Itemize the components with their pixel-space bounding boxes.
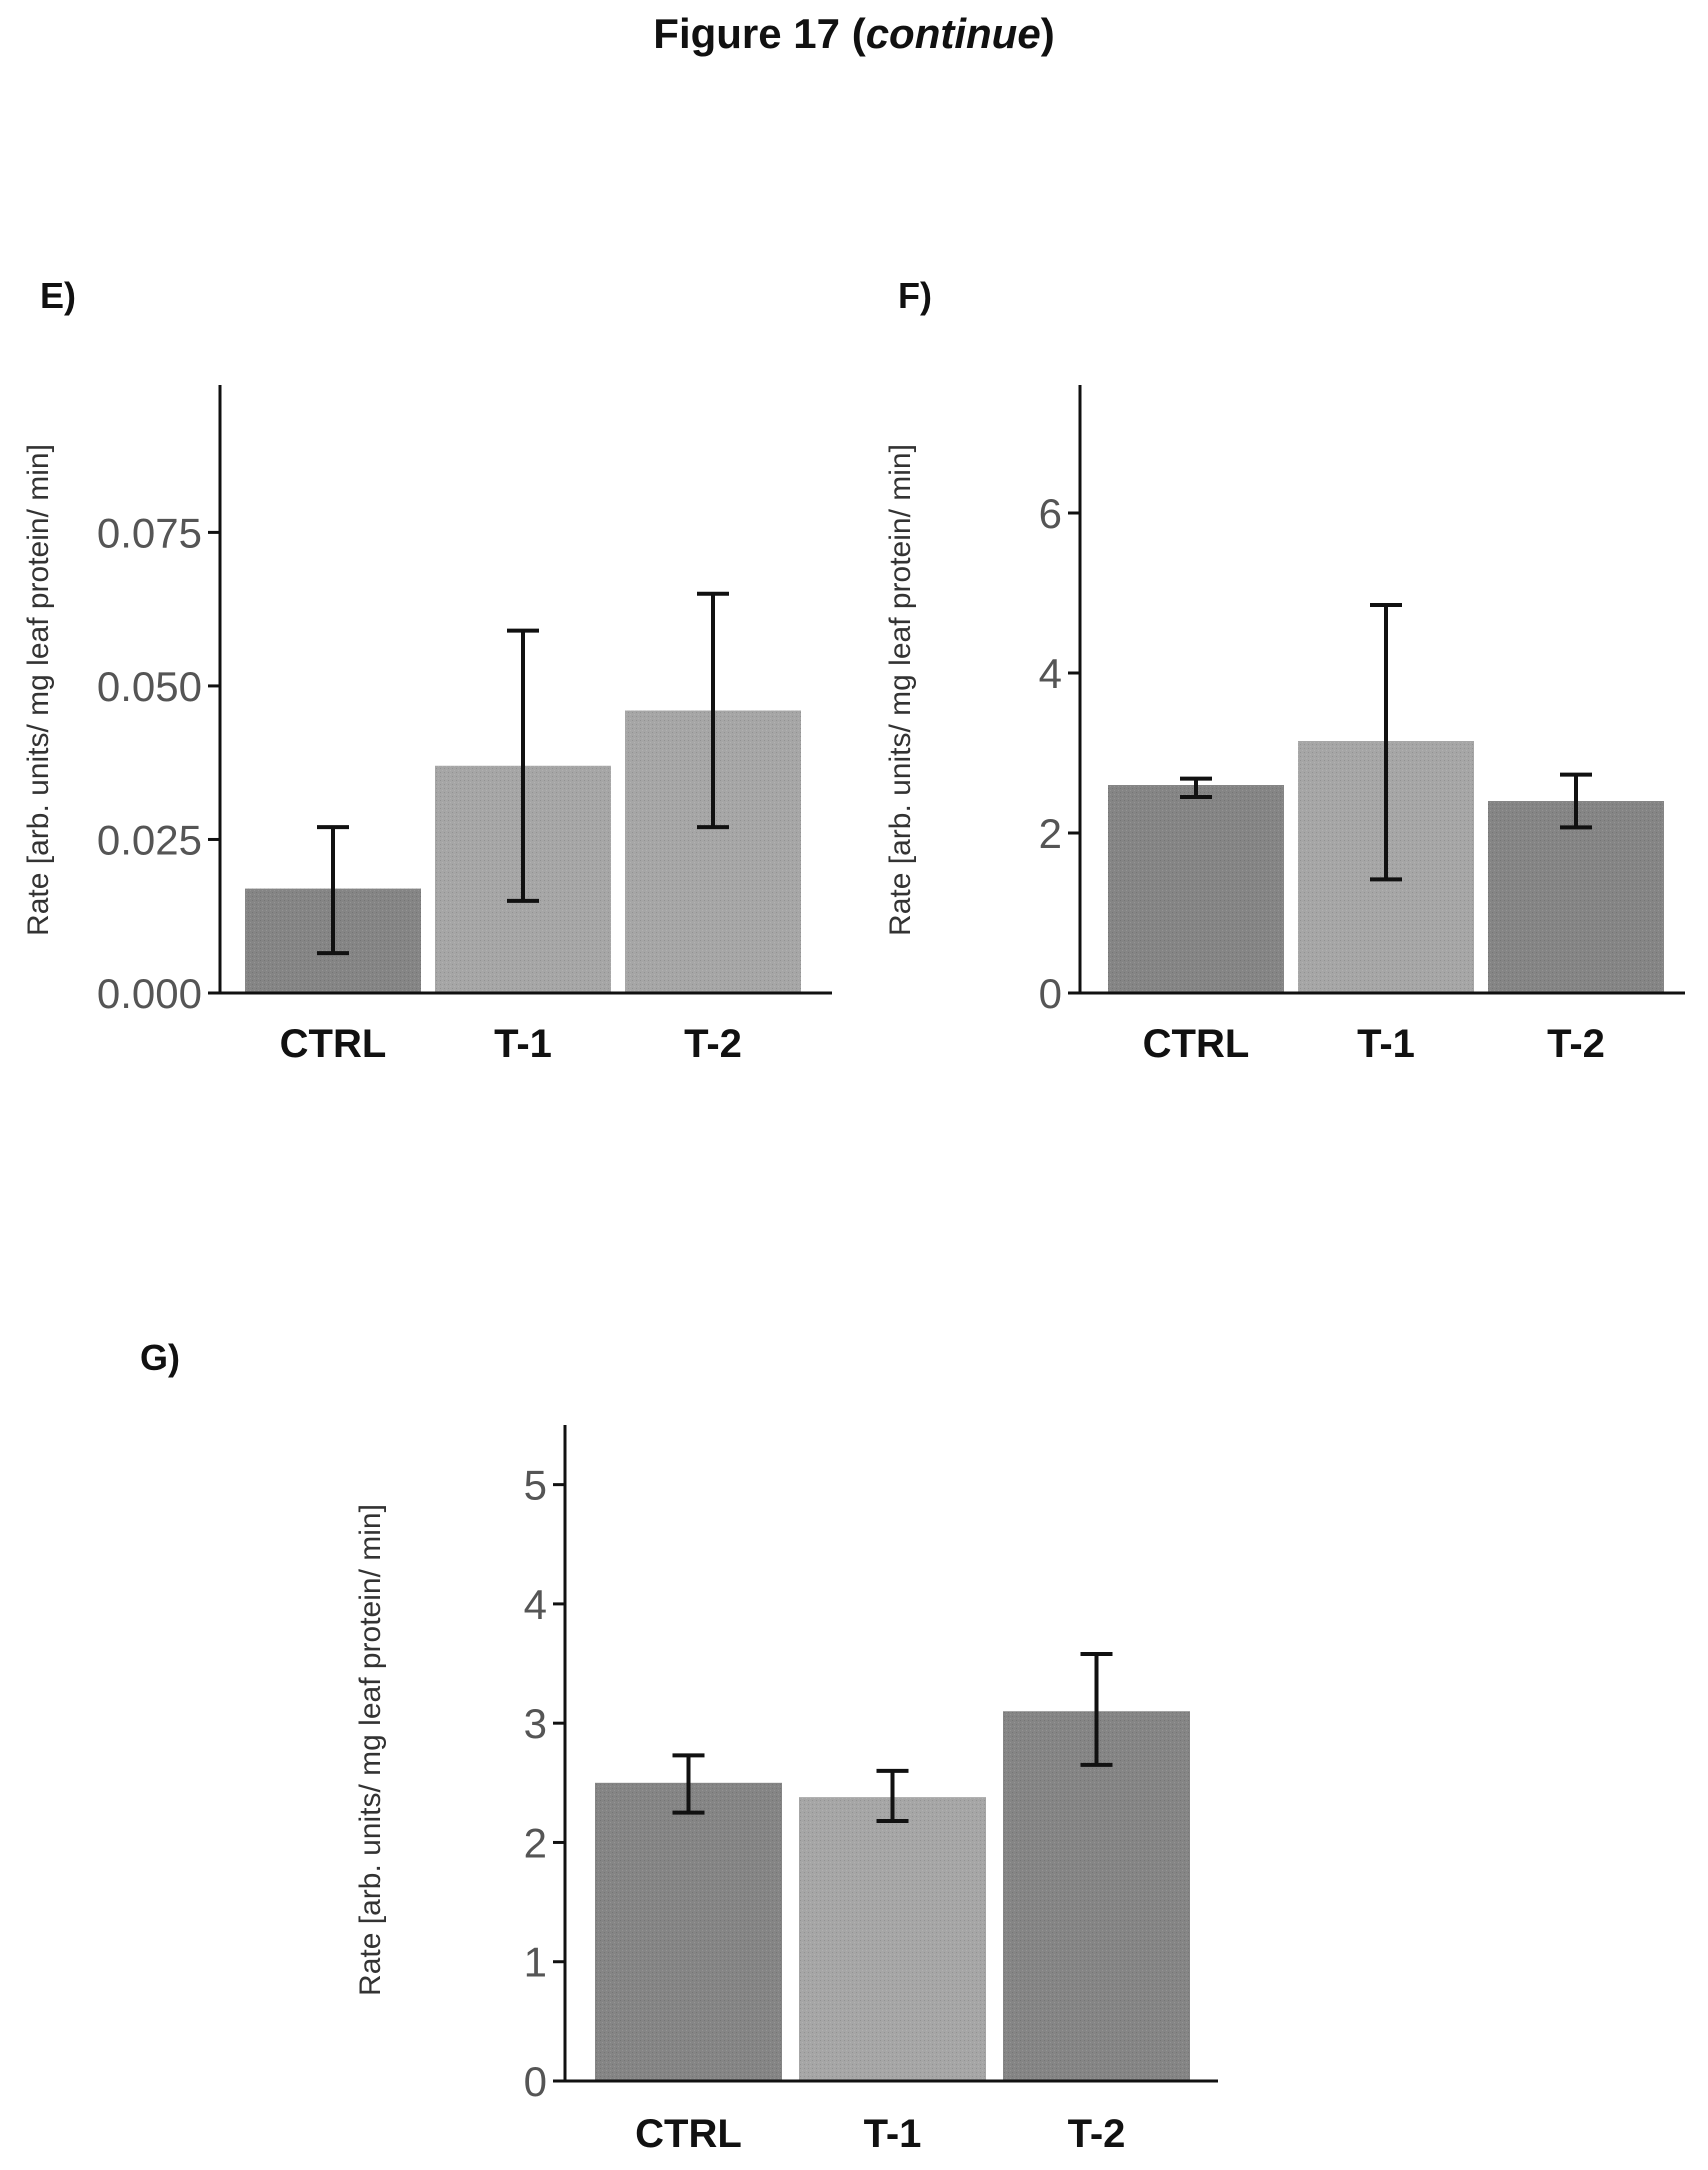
panel-e-ylabel: Rate [arb. units/ mg leaf protein/ min] (22, 444, 55, 936)
panel-g-label: G) (140, 1337, 180, 1378)
panel-f-bar-texture-2 (1488, 801, 1664, 993)
panel-e-ytick-label-1: 0.025 (97, 816, 202, 863)
panel-g-ytick-label-1: 1 (524, 1939, 547, 1986)
panel-g-category-label-0: CTRL (635, 2112, 742, 2156)
panel-g-ylabel: Rate [arb. units/ mg leaf protein/ min] (354, 1504, 387, 1996)
panel-g-ytick-label-5: 5 (524, 1462, 547, 1509)
panel-f-ytick-label-1: 2 (1039, 810, 1062, 857)
panel-f-ytick-label-2: 4 (1039, 650, 1062, 697)
panel-e-category-label-0: CTRL (280, 1022, 387, 1066)
panel-g-ytick-label-3: 3 (524, 1700, 547, 1747)
panel-f-ytick-label-0: 0 (1039, 970, 1062, 1017)
panel-g-bar-texture-1 (799, 1797, 986, 2081)
panel-g-category-label-2: T-2 (1068, 2112, 1126, 2156)
panel-f-category-label-0: CTRL (1143, 1022, 1250, 1066)
panel-f-label: F) (898, 275, 932, 316)
panel-e-category-label-1: T-1 (494, 1022, 552, 1066)
figure-title-main: Figure 17 ( (653, 10, 866, 57)
panel-f-category-label-2: T-2 (1547, 1022, 1605, 1066)
panel-e-category-label-2: T-2 (684, 1022, 742, 1066)
panel-e-ytick-label-2: 0.050 (97, 663, 202, 710)
panel-g-ytick-label-4: 4 (524, 1581, 547, 1628)
panel-e-ytick-label-0: 0.000 (97, 970, 202, 1017)
figure-title-italic: continue (865, 10, 1041, 57)
panel-e-ytick-label-3: 0.075 (97, 509, 202, 556)
panel-g-bar-texture-2 (1003, 1711, 1190, 2081)
panel-f-category-label-1: T-1 (1357, 1022, 1415, 1066)
figure-title-end: ) (1040, 10, 1055, 57)
panel-f-ylabel: Rate [arb. units/ mg leaf protein/ min] (884, 444, 917, 936)
panel-f-ytick-label-3: 6 (1039, 490, 1062, 537)
panel-g-ytick-label-0: 0 (524, 2058, 547, 2105)
panel-e-label: E) (40, 275, 76, 316)
figure-title: Figure 17 (continue) (0, 10, 1708, 58)
panel-f-bar-texture-0 (1108, 785, 1284, 993)
panel-g-ytick-label-2: 2 (524, 1819, 547, 1866)
panel-g-bar-texture-0 (595, 1782, 782, 2081)
panel-g-category-label-1: T-1 (864, 2112, 922, 2156)
